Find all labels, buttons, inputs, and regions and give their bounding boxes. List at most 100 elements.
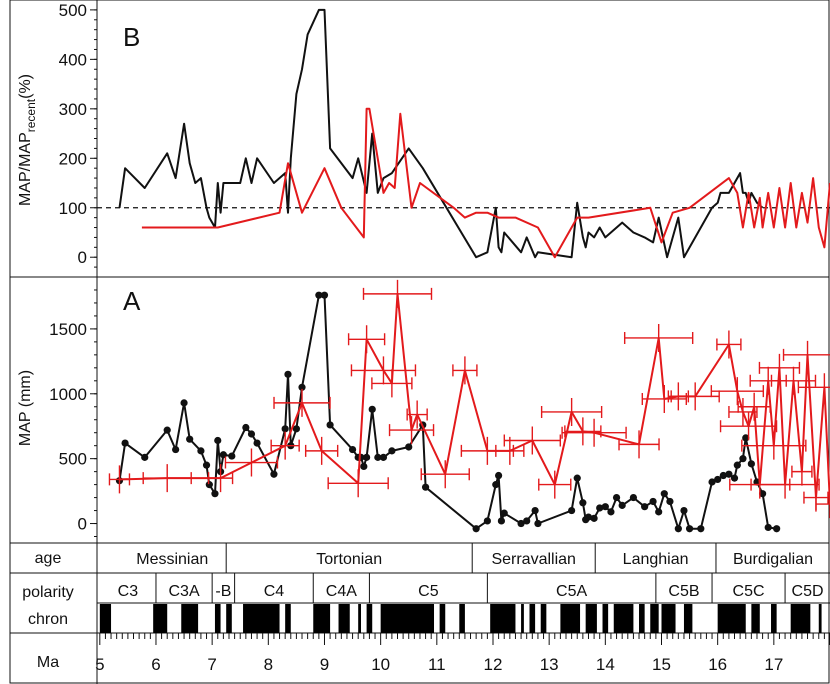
stage-label-4: Burdigalian [733,551,813,568]
polarity-band-3 [214,604,221,633]
polarity-band-24 [661,604,676,633]
panel-a-series-0-point-51 [579,499,587,507]
panel-a-ytick-label-3: 1500 [49,320,87,339]
panel-a-series-0-point-54 [590,514,598,522]
ma-tick-label-3: 8 [264,655,273,674]
panel-b-ytick-label-3: 300 [59,100,87,119]
panel-a-series-0-point-4 [172,445,180,454]
panel-a-series-1-errorbar-37 [750,470,820,499]
polarity-band-27 [751,604,760,633]
panel-a-series-0-point-36 [405,443,413,451]
panel-a-series-0-point-34 [379,453,388,461]
panel-a-series-1-errorbar-3 [224,448,279,477]
panel-a-series-0-point-10 [211,490,219,498]
panel-a-series-1-errorbar-24 [623,323,694,352]
panel-a-series-1-errorbar-4 [270,431,300,460]
polarity-row-label: polarity [22,584,74,601]
panel-a-series-1-errorbar-5 [273,388,331,417]
chron-label-5: C5 [418,583,439,600]
panel-a-series-0-point-43 [497,517,506,525]
panel-a-series-1-errorbar-35 [741,431,807,460]
chron-label-0: C3 [118,583,139,600]
panel-a-series-1-errorbar-21 [564,417,602,446]
ma-tick-label-2: 7 [207,655,216,674]
polarity-band-13 [459,604,465,633]
panel-a-series-1-errorbar-15 [452,356,478,385]
panel-a-series-0-point-19 [281,425,289,433]
panel-a-series-1-errorbar-8 [347,325,386,354]
polarity-band-19 [585,604,597,633]
panel-a-series-0-point-1 [121,439,129,447]
panel-a-series-0-point-76 [739,455,747,463]
panel-a-series-0-point-46 [523,517,531,525]
panel-a-series-0-point-64 [660,490,668,498]
panel-a-series-1-errorbar-16 [460,436,515,465]
panel-a-series-0-point-14 [228,452,236,460]
panel-a-series-0-point-75 [733,461,741,469]
panel-a-series-0-point-60 [629,493,638,502]
panel-a-series-0-point-15 [242,423,250,432]
panel-a-series-1-errorbar-13 [406,400,428,429]
x-axis-label: Ma [37,654,59,671]
polarity-band-18 [560,604,581,633]
ma-tick-label-9: 14 [596,655,615,674]
stage-label-0: Messinian [136,551,208,568]
polarity-band-20 [602,604,609,633]
panel-a-series-1-errorbar-17 [495,436,525,465]
polarity-band-14 [490,604,516,633]
panel-a-series-0-point-74 [730,474,739,482]
panel-b-ylabel: MAP/MAPrecent(%) [17,74,38,206]
panel-a-series-0-point-18 [270,470,278,478]
panel-a-series-0-point-65 [666,497,674,506]
polarity-band-11 [380,604,435,633]
panel-a-ytick-label-1: 500 [59,450,87,469]
panel-a-series-0-point-27 [348,445,357,454]
panel-a-series-0-point-67 [680,506,688,515]
polarity-band-7 [313,604,331,633]
chron-row-label: chron [28,611,68,628]
panel-a-series-1-errorbar-31 [719,412,778,441]
polarity-band-26 [717,604,746,633]
panel-a-series-0-point-78 [747,460,755,468]
panel-a-series-0-point-22 [292,425,300,433]
chron-label-3: C4 [264,583,285,600]
polarity-band-25 [683,604,693,633]
panel-a-series-0-point-72 [719,471,727,480]
panel-a-series-0-point-16 [247,430,256,438]
polarity-band-6 [285,604,291,633]
panel-a-label: A [123,286,141,316]
panel-a: 0 500 1000 1500 [9,276,830,544]
ma-tick-label-4: 9 [320,655,329,674]
panel-a-series-1-errorbar-30 [728,397,758,426]
panel-a-series-0-point-47 [531,506,539,515]
ma-tick-label-11: 16 [708,655,727,674]
polarity-band-9 [358,604,361,633]
panel-a-series-0-point-82 [773,525,781,533]
polarity-band-10 [366,604,373,633]
panel-a-series-0-point-63 [655,508,663,516]
panel-a-series-0-point-55 [596,504,604,512]
panel-a-series-0-point-2 [141,453,149,461]
panel-a-series-0-point-17 [253,439,261,447]
chron-label-9: C5D [792,583,824,600]
ma-tick-label-0: 5 [95,655,104,674]
chron-label-6: C5A [556,583,587,600]
panel-a-series-1-errorbar-25 [641,384,688,413]
panel-a-series-0-point-66 [674,525,682,533]
panel-a-series-0-point-49 [568,506,576,515]
panel-b-ytick-label-2: 200 [59,149,87,168]
stage-label-2: Serravallian [491,551,575,568]
panel-a-series-1-errorbar-2 [207,464,234,493]
polarity-band-28 [771,604,777,633]
panel-a-series-1-errorbar-41 [803,483,829,512]
panel-a-series-0-point-53 [584,513,593,521]
panel-a-series-0-point-3 [163,426,171,434]
panel-a-ytick-label-2: 1000 [49,385,87,404]
panel-a-series-0-point-40 [483,517,491,525]
ma-tick-label-7: 12 [484,655,503,674]
panel-a-series-0-point-41 [492,481,500,489]
polarity-band-1 [153,604,168,633]
panel-a-series-0-point-56 [601,503,609,511]
panel-a-series-0-point-57 [607,508,615,516]
